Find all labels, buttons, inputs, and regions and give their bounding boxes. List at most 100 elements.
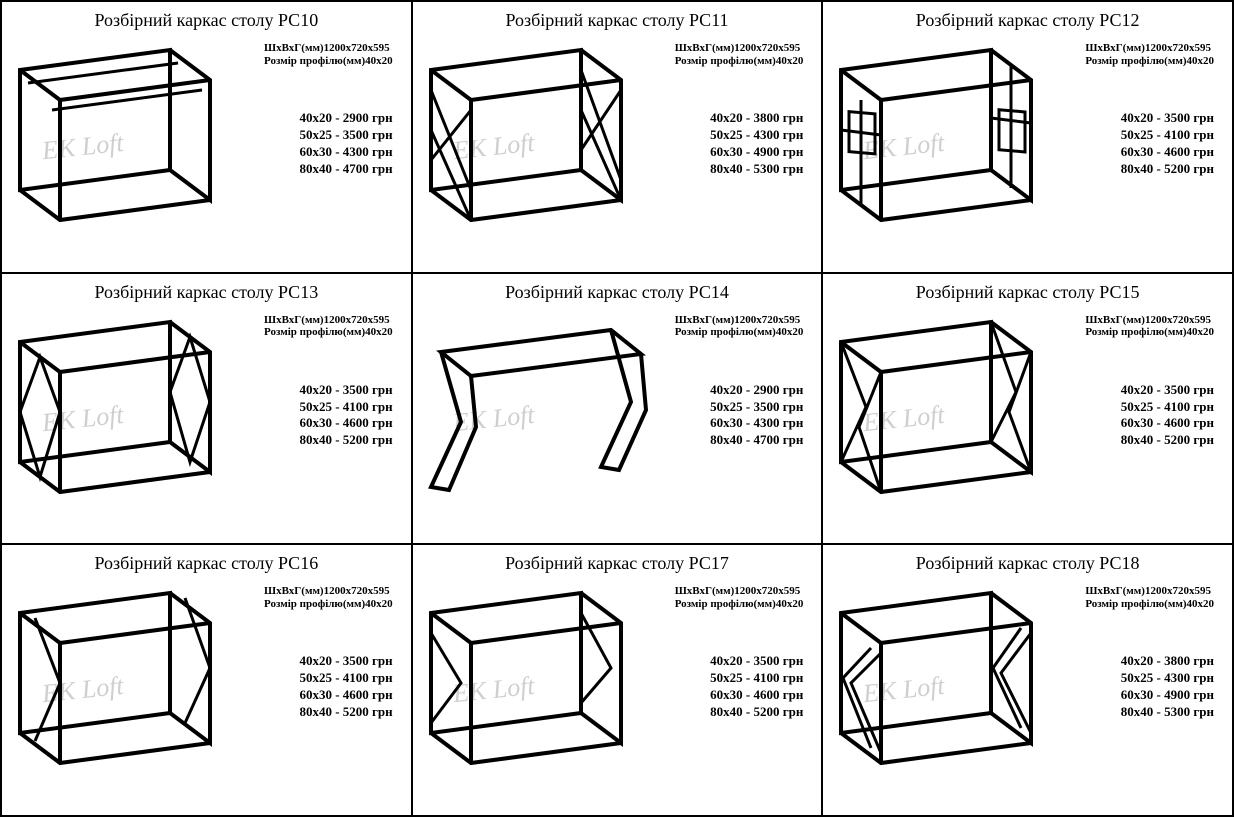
price-list: 40х20 - 3500 грн 50х25 - 4100 грн 60х30 …: [299, 653, 392, 721]
item-code: РС12: [1099, 10, 1139, 30]
price-row: 60х30 - 4600 грн: [299, 687, 392, 704]
spec-block: ШхВхГ(мм)1200х720х595 Розмір профілю(мм)…: [264, 314, 393, 339]
catalog-cell: Розбірний каркас столу РС15 EK Loft: [822, 273, 1233, 545]
price-list: 40х20 - 2900 грн 50х25 - 3500 грн 60х30 …: [299, 110, 392, 178]
frame-drawing-pc11: [421, 40, 631, 240]
frame-drawing-pc18: [831, 583, 1041, 783]
title-prefix: Розбірний каркас столу: [505, 282, 684, 302]
price-row: 60х30 - 4900 грн: [710, 144, 803, 161]
title-prefix: Розбірний каркас столу: [505, 553, 684, 573]
item-code: РС10: [278, 10, 318, 30]
spec-dim-value: 1200х720х595: [324, 42, 390, 54]
spec-block: ШхВхГ(мм)1200х720х595 Розмір профілю(мм)…: [264, 42, 393, 67]
price-row: 60х30 - 4600 грн: [299, 415, 392, 432]
item-code: РС14: [689, 282, 729, 302]
title-prefix: Розбірний каркас столу: [94, 553, 273, 573]
spec-block: ШхВхГ(мм)1200х720х595 Розмір профілю(мм)…: [1085, 42, 1214, 67]
price-list: 40х20 - 3500 грн 50х25 - 4100 грн 60х30 …: [299, 382, 392, 450]
title-prefix: Розбірний каркас столу: [916, 10, 1095, 30]
spec-block: ШхВхГ(мм)1200х720х595 Розмір профілю(мм)…: [675, 585, 804, 610]
price-row: 80х40 - 5200 грн: [1121, 161, 1214, 178]
catalog-cell: Розбірний каркас столу РС10 EK Loft ШхВх…: [1, 1, 412, 273]
price-row: 50х25 - 4300 грн: [1121, 670, 1214, 687]
price-row: 60х30 - 4600 грн: [710, 687, 803, 704]
frame-drawing-pc10: [10, 40, 220, 240]
title-prefix: Розбірний каркас столу: [94, 282, 273, 302]
price-row: 40х20 - 3500 грн: [299, 382, 392, 399]
catalog-cell: Розбірний каркас столу РС16 EK Loft ШхВх…: [1, 544, 412, 816]
frame-drawing-pc13: [10, 312, 220, 512]
price-row: 80х40 - 5300 грн: [710, 161, 803, 178]
frame-drawing-pc17: [421, 583, 631, 783]
price-list: 40х20 - 3800 грн 50х25 - 4300 грн 60х30 …: [710, 110, 803, 178]
item-title: Розбірний каркас столу РС11: [423, 10, 812, 31]
frame-drawing-pc14: [421, 312, 651, 502]
spec-block: ШхВхГ(мм)1200х720х595 Розмір профілю(мм)…: [1085, 585, 1214, 610]
price-row: 50х25 - 4100 грн: [1121, 127, 1214, 144]
spec-block: ШхВхГ(мм)1200х720х595 Розмір профілю(мм)…: [675, 42, 804, 67]
catalog-cell: Розбірний каркас столу РС11 EK Loft: [412, 1, 823, 273]
spec-block: ШхВхГ(мм)1200х720х595 Розмір профілю(мм)…: [675, 314, 804, 339]
price-row: 50х25 - 4100 грн: [710, 670, 803, 687]
catalog-grid: Розбірний каркас столу РС10 EK Loft ШхВх…: [0, 0, 1234, 817]
price-row: 50х25 - 4100 грн: [1121, 399, 1214, 416]
title-prefix: Розбірний каркас столу: [916, 553, 1095, 573]
price-row: 40х20 - 3500 грн: [1121, 110, 1214, 127]
price-list: 40х20 - 3800 грн 50х25 - 4300 грн 60х30 …: [1121, 653, 1214, 721]
item-code: РС13: [278, 282, 318, 302]
item-code: РС16: [278, 553, 318, 573]
price-row: 60х30 - 4900 грн: [1121, 687, 1214, 704]
price-row: 50х25 - 4100 грн: [299, 399, 392, 416]
catalog-cell: Розбірний каркас столу РС18 EK Loft: [822, 544, 1233, 816]
item-title: Розбірний каркас столу РС15: [833, 282, 1222, 303]
title-prefix: Розбірний каркас столу: [94, 10, 273, 30]
item-title: Розбірний каркас столу РС18: [833, 553, 1222, 574]
item-code: РС18: [1099, 553, 1139, 573]
price-row: 60х30 - 4300 грн: [299, 144, 392, 161]
spec-profile-label: Розмір профілю(мм): [264, 55, 365, 67]
item-title: Розбірний каркас столу РС16: [12, 553, 401, 574]
price-row: 80х40 - 5200 грн: [299, 704, 392, 721]
item-code: РС17: [689, 553, 729, 573]
item-code: РС11: [689, 10, 729, 30]
title-prefix: Розбірний каркас столу: [505, 10, 684, 30]
spec-block: ШхВхГ(мм)1200х720х595 Розмір профілю(мм)…: [264, 585, 393, 610]
price-row: 40х20 - 3500 грн: [1121, 382, 1214, 399]
catalog-cell: Розбірний каркас столу РС12 EK Loft: [822, 1, 1233, 273]
catalog-cell: Розбірний каркас столу РС17 EK Loft ШхВх…: [412, 544, 823, 816]
spec-dim-label: ШхВхГ(мм): [264, 42, 324, 54]
price-list: 40х20 - 3500 грн 50х25 - 4100 грн 60х30 …: [1121, 110, 1214, 178]
price-list: 40х20 - 3500 грн 50х25 - 4100 грн 60х30 …: [1121, 382, 1214, 450]
spec-block: ШхВхГ(мм)1200х720х595 Розмір профілю(мм)…: [1085, 314, 1214, 339]
price-row: 50х25 - 4100 грн: [299, 670, 392, 687]
price-row: 40х20 - 2900 грн: [299, 110, 392, 127]
frame-drawing-pc16: [10, 583, 220, 783]
price-row: 50х25 - 4300 грн: [710, 127, 803, 144]
price-row: 60х30 - 4600 грн: [1121, 415, 1214, 432]
price-row: 40х20 - 3800 грн: [710, 110, 803, 127]
item-code: РС15: [1099, 282, 1139, 302]
price-row: 80х40 - 5200 грн: [1121, 432, 1214, 449]
price-row: 60х30 - 4300 грн: [710, 415, 803, 432]
price-row: 80х40 - 5200 грн: [299, 432, 392, 449]
frame-drawing-pc15: [831, 312, 1041, 512]
item-title: Розбірний каркас столу РС13: [12, 282, 401, 303]
price-row: 60х30 - 4600 грн: [1121, 144, 1214, 161]
price-row: 40х20 - 3500 грн: [299, 653, 392, 670]
price-row: 80х40 - 4700 грн: [710, 432, 803, 449]
catalog-cell: Розбірний каркас столу РС14 EK Loft ШхВх…: [412, 273, 823, 545]
price-row: 40х20 - 3800 грн: [1121, 653, 1214, 670]
price-row: 80х40 - 4700 грн: [299, 161, 392, 178]
price-row: 50х25 - 3500 грн: [710, 399, 803, 416]
item-title: Розбірний каркас столу РС10: [12, 10, 401, 31]
item-title: Розбірний каркас столу РС14: [423, 282, 812, 303]
price-row: 80х40 - 5300 грн: [1121, 704, 1214, 721]
catalog-cell: Розбірний каркас столу РС13 EK Loft ШхВх…: [1, 273, 412, 545]
item-title: Розбірний каркас столу РС17: [423, 553, 812, 574]
price-row: 50х25 - 3500 грн: [299, 127, 392, 144]
title-prefix: Розбірний каркас столу: [916, 282, 1095, 302]
item-title: Розбірний каркас столу РС12: [833, 10, 1222, 31]
price-row: 40х20 - 2900 грн: [710, 382, 803, 399]
price-list: 40х20 - 2900 грн 50х25 - 3500 грн 60х30 …: [710, 382, 803, 450]
price-list: 40х20 - 3500 грн 50х25 - 4100 грн 60х30 …: [710, 653, 803, 721]
